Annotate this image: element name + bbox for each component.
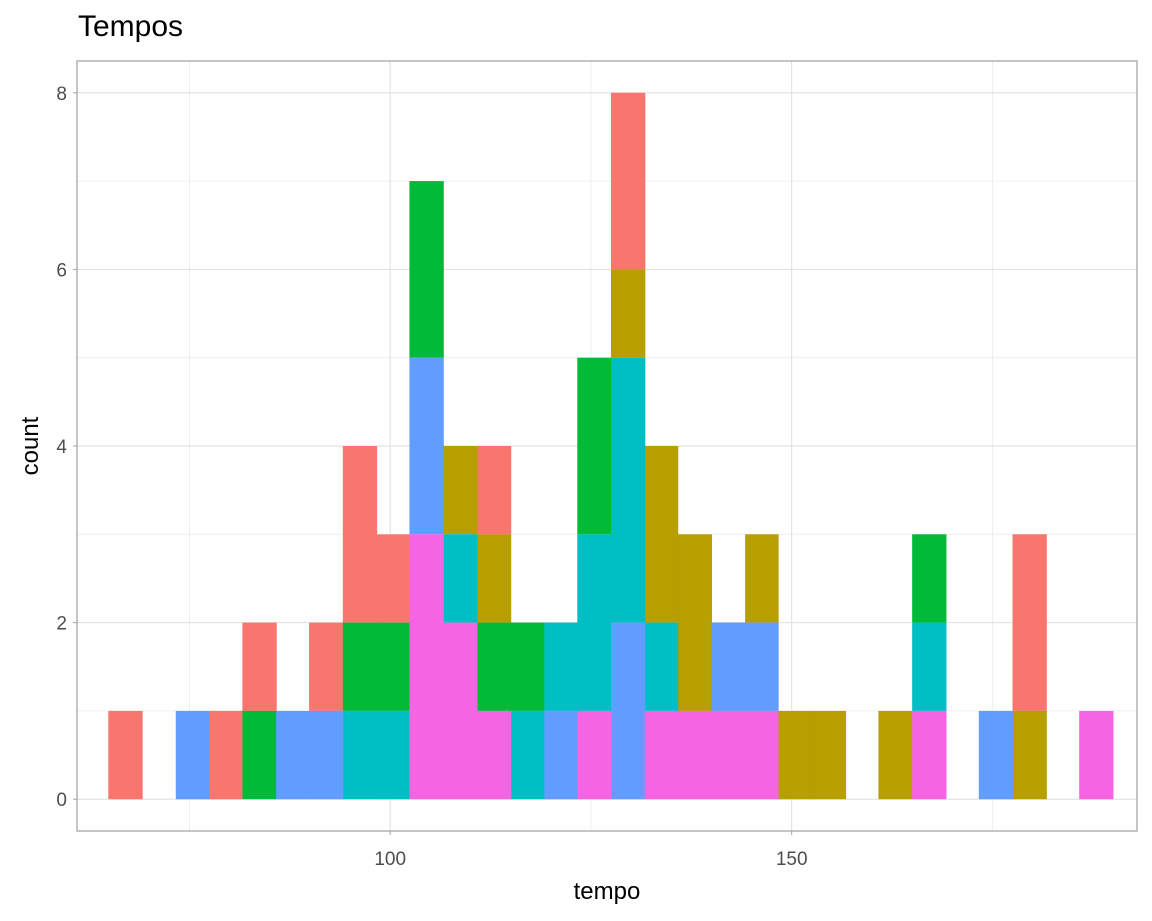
histogram-bar bbox=[1079, 710, 1114, 800]
histogram-bar bbox=[409, 534, 444, 800]
histogram-bar bbox=[510, 622, 545, 711]
histogram-bar bbox=[242, 622, 277, 711]
histogram-bar bbox=[577, 534, 612, 711]
histogram-bar bbox=[544, 710, 578, 800]
histogram-bar bbox=[342, 446, 378, 623]
histogram-bar bbox=[577, 710, 612, 800]
histogram-bar bbox=[1012, 710, 1047, 800]
histogram-bar bbox=[476, 534, 512, 623]
histogram-bar bbox=[443, 622, 478, 800]
histogram-bar bbox=[544, 622, 578, 711]
histogram-bar bbox=[677, 534, 712, 711]
histogram-bar bbox=[912, 622, 947, 711]
histogram-bar bbox=[1012, 534, 1047, 711]
histogram-bar bbox=[108, 710, 143, 800]
histogram-bar bbox=[510, 710, 545, 800]
histogram-bar bbox=[745, 622, 779, 711]
y-tick-label: 6 bbox=[56, 260, 67, 281]
histogram-bar bbox=[778, 710, 813, 800]
histogram-bar bbox=[745, 710, 779, 800]
histogram-bar bbox=[912, 710, 947, 800]
histogram-bar bbox=[978, 710, 1014, 800]
histogram-bar bbox=[711, 710, 746, 800]
histogram-bar bbox=[476, 446, 512, 535]
y-axis-title: count bbox=[17, 416, 44, 475]
histogram-bar bbox=[811, 710, 847, 800]
histogram-bar bbox=[376, 622, 411, 711]
histogram-bar bbox=[376, 710, 411, 800]
x-tick-label: 150 bbox=[776, 849, 808, 870]
y-tick-label: 2 bbox=[56, 614, 67, 635]
histogram-bar bbox=[611, 622, 646, 800]
histogram-bar bbox=[242, 710, 277, 800]
histogram-bar bbox=[443, 534, 478, 623]
histogram-bar bbox=[611, 357, 646, 623]
histogram-bar bbox=[611, 92, 646, 270]
x-axis-title: tempo bbox=[574, 878, 641, 905]
x-tick-label: 100 bbox=[374, 849, 406, 870]
histogram-bar bbox=[476, 622, 512, 711]
histogram-bar bbox=[409, 357, 444, 535]
histogram-bar bbox=[677, 710, 712, 800]
y-tick-label: 4 bbox=[56, 437, 67, 458]
histogram-bar bbox=[912, 534, 947, 623]
histogram-bar bbox=[208, 710, 244, 800]
histogram-bar bbox=[711, 622, 746, 711]
histogram-bar bbox=[309, 622, 344, 711]
y-tick-label: 0 bbox=[56, 790, 67, 811]
histogram-bar bbox=[878, 710, 913, 800]
histogram-bar bbox=[476, 710, 512, 800]
histogram-bar bbox=[443, 446, 478, 535]
y-tick-label: 8 bbox=[56, 84, 67, 105]
histogram-bar bbox=[745, 534, 779, 623]
histogram-bar bbox=[175, 710, 210, 800]
histogram-bar bbox=[644, 710, 679, 800]
chart-title: Tempos bbox=[78, 10, 184, 43]
histogram-bar bbox=[342, 710, 378, 800]
histogram-bar bbox=[409, 181, 444, 358]
histogram-bar bbox=[376, 534, 411, 623]
histogram-bar bbox=[644, 446, 679, 623]
histogram-bar bbox=[276, 710, 310, 800]
histogram-bar bbox=[342, 622, 378, 711]
histogram-bar bbox=[577, 357, 612, 535]
histogram-bar bbox=[611, 269, 646, 358]
histogram-bar bbox=[644, 622, 679, 711]
histogram-bar bbox=[309, 710, 344, 800]
